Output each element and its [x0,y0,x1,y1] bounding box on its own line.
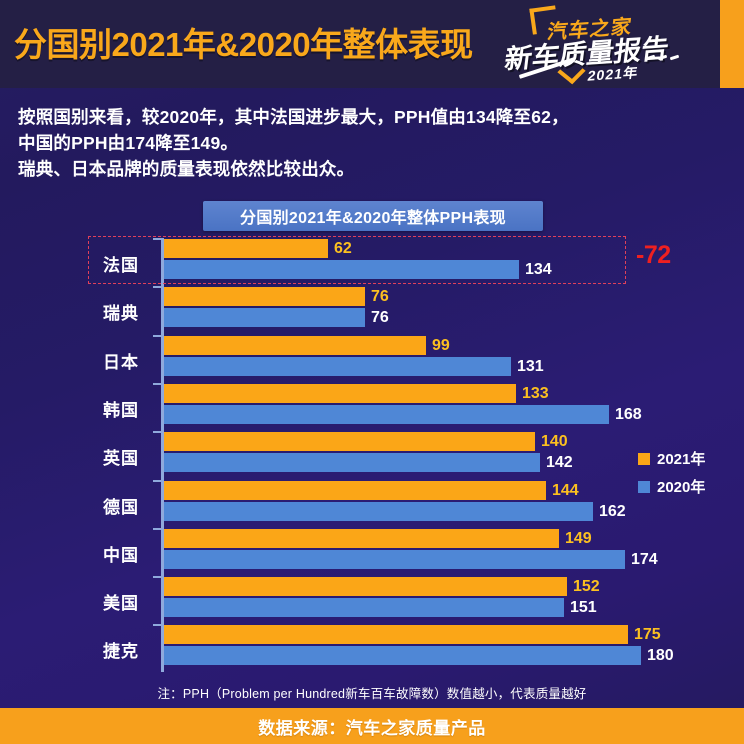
chart-row-label: 英国 [103,449,139,469]
bar-value-y2020: 168 [615,405,642,423]
chart-row-label: 美国 [103,594,139,614]
bar-value-y2021: 175 [634,626,661,644]
chart-row: 中国 149 174 [0,527,744,576]
bar-value-y2021: 152 [573,578,600,596]
chart-row: 捷克 175 180 [0,624,744,672]
bar-y2020 [164,260,519,279]
axis-tick [153,382,162,385]
bar-value-y2021: 140 [541,433,568,451]
bar-y2020 [164,549,625,569]
chart-row: 日本 99 131 [0,334,744,383]
chart-row: 韩国 133 168 [0,382,744,431]
bar-y2020 [164,598,564,618]
bar-value-y2021: 62 [334,240,352,257]
bar-value-y2020: 162 [599,502,626,520]
bar-y2021 [164,625,628,645]
chart-row: 德国 144 162 [0,479,744,528]
bar-value-y2021: 76 [371,288,389,306]
axis-tick [153,624,162,627]
chart-title-banner: 分国别2021年&2020年整体PPH表现 [203,201,543,231]
bar-value-y2020: 142 [546,454,573,472]
bar-y2021 [164,528,559,548]
chart-row-label: 法国 [103,256,139,275]
intro-line-1: 按照国别来看，较2020年，其中法国进步最大，PPH值由134降至62， [18,107,569,127]
bar-chart: 法国 62 134 -72 瑞典 76 76 日本 99 131 韩国 133 168 英国 140 142 德… [0,236,744,676]
axis-tick [153,286,162,289]
bar-value-y2021: 149 [565,529,592,547]
bar-value-y2021: 133 [522,384,549,402]
bar-y2020 [164,404,609,424]
bar-y2020 [164,308,365,328]
brand-year: 2021年 [586,64,640,84]
source-bar: 数据来源：汽车之家质量产品 [0,708,744,744]
chart-row: 美国 152 151 [0,576,744,624]
bar-value-y2020: 76 [371,309,389,327]
bar-y2021 [164,287,365,307]
bar-y2021 [164,335,426,355]
bar-y2021 [164,480,546,500]
bar-value-y2020: 131 [517,357,544,375]
chart-row-label: 日本 [103,352,139,372]
bar-value-y2020: 151 [570,599,597,617]
brand-logo: 汽车之家 新车质量报告 2021年 [496,4,706,88]
legend-swatch-icon [638,480,650,493]
bar-y2021 [164,383,516,403]
axis-tick [153,479,162,482]
chart-title-text: 分国别2021年&2020年整体PPH表现 [240,210,506,227]
legend-label: 2020年 [657,479,706,496]
chart-row-label: 韩国 [103,400,139,420]
bar-y2021 [164,239,328,258]
legend-swatch-icon [638,452,650,465]
chart-footnote: 注：PPH（Problem per Hundred新车百车故障数）数值越小，代表… [157,687,587,701]
axis-tick [153,334,162,337]
brand-underline-4 [669,54,680,61]
bar-value-y2021: 144 [552,481,579,499]
axis-tick [153,238,162,240]
bar-y2021 [164,577,567,597]
page-title: 分国别2021年&2020年整体表现 [14,26,473,63]
legend-item[interactable]: 2020年 [638,476,738,497]
chart-row: 英国 140 142 [0,431,744,479]
delta-annotation: -72 [636,241,671,269]
chart-row: 法国 62 134 -72 [0,236,744,286]
bar-y2021 [164,432,535,452]
bar-y2020 [164,646,641,666]
chart-row-label: 捷克 [103,642,139,662]
chart-row: 瑞典 76 76 [0,286,744,334]
intro-line-2: 中国的PPH由174降至149。 [18,133,239,153]
bar-y2020 [164,356,511,376]
bar-y2020 [164,453,540,473]
chart-row-label: 瑞典 [103,304,139,324]
chart-legend: 2021年 2020年 [638,448,738,504]
bar-y2020 [164,501,593,521]
legend-item[interactable]: 2021年 [638,448,738,469]
axis-tick [153,527,162,530]
brand-report-title: 新车质量报告 [502,33,671,75]
chart-row-label: 中国 [103,545,139,565]
bar-value-y2020: 180 [647,647,674,665]
axis-tick [153,576,162,579]
intro-text: 按照国别来看，较2020年，其中法国进步最大，PPH值由134降至62， 中国的… [18,104,734,182]
bar-value-y2021: 99 [432,336,450,354]
chart-row-label: 德国 [103,497,139,517]
axis-tick [153,431,162,434]
bar-value-y2020: 134 [525,261,552,278]
intro-line-3: 瑞典、日本品牌的质量表现依然比较出众。 [18,159,355,179]
header-bar: 分国别2021年&2020年整体表现 汽车之家 新车质量报告 2021年 [0,0,744,88]
legend-label: 2021年 [657,451,706,468]
bar-value-y2020: 174 [631,550,658,568]
chart-y-axis [161,238,164,672]
header-accent-stripe [720,0,744,88]
source-text: 数据来源：汽车之家质量产品 [258,718,486,738]
